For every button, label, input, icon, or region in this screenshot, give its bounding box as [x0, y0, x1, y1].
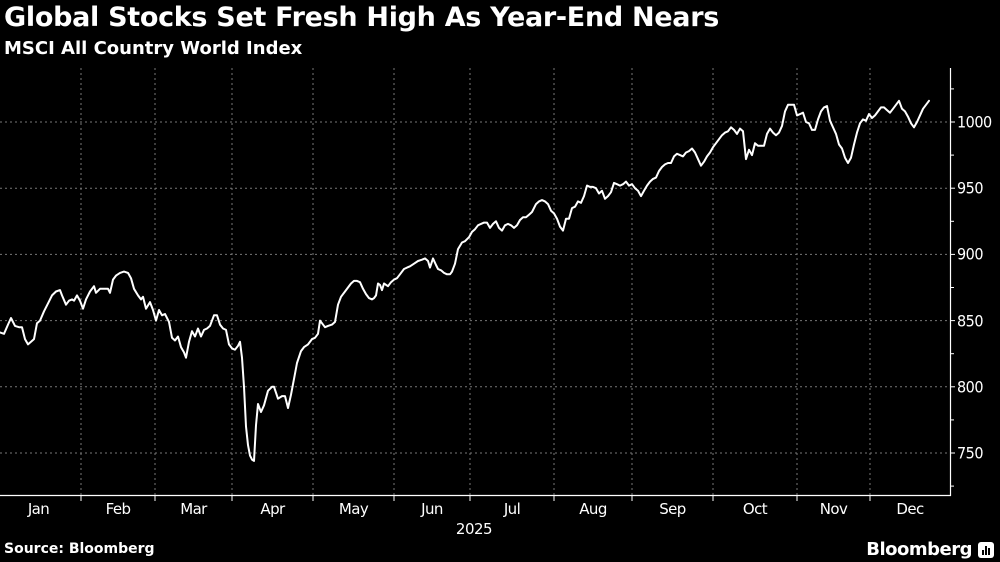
bloomberg-logo-text: Bloomberg [866, 539, 972, 560]
x-tick-label-aug: Aug [579, 500, 607, 518]
x-tick-label-jan: Jan [27, 500, 50, 518]
x-tick-label-feb: Feb [105, 500, 131, 518]
source-note: Source: Bloomberg [4, 541, 155, 557]
y-tick-label: 850 [957, 311, 983, 331]
x-tick-label-dec: Dec [896, 500, 924, 518]
chart-title: Global Stocks Set Fresh High As Year-End… [4, 2, 720, 33]
x-tick-label-sep: Sep [659, 500, 686, 518]
y-tick-label: 750 [957, 443, 983, 463]
bloomberg-chart-icon [978, 542, 994, 558]
x-tick-label-nov: Nov [819, 500, 848, 518]
y-tick-label: 1000 [957, 112, 992, 132]
axis-ticks [80, 88, 955, 501]
msci-acwi-line [0, 99, 930, 462]
x-tick-label-jun: Jun [421, 500, 443, 518]
y-tick-label: 800 [957, 377, 983, 397]
gridlines [0, 68, 950, 495]
chart-subtitle: MSCI All Country World Index [4, 38, 303, 59]
x-tick-label-jul: Jul [503, 500, 521, 518]
x-tick-label-oct: Oct [742, 500, 768, 518]
y-tick-label: 900 [957, 244, 983, 264]
axes [0, 68, 952, 497]
x-tick-label-apr: Apr [260, 500, 285, 518]
x-tick-label-may: May [338, 500, 369, 518]
x-axis-year-label: 2025 [455, 520, 493, 538]
x-tick-label-mar: Mar [180, 500, 207, 518]
y-tick-label: 950 [957, 178, 983, 198]
